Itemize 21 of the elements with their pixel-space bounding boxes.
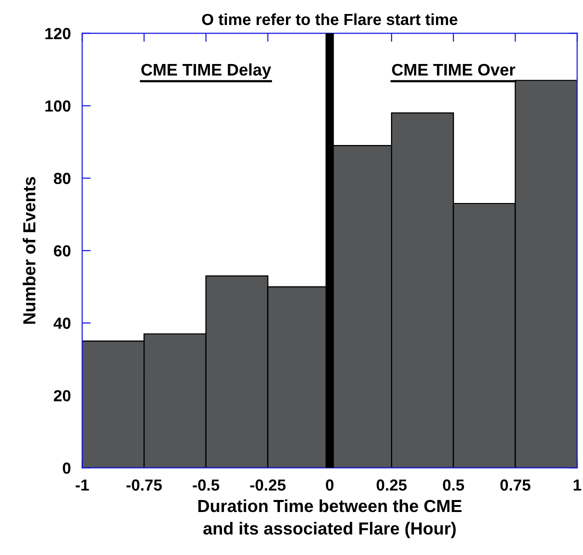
- y-tick-label: 120: [45, 28, 70, 40]
- y-tick-label: 20: [54, 390, 70, 402]
- y-tick-label: 40: [54, 318, 70, 329]
- x-tick-label: -0.25: [250, 479, 286, 491]
- x-tick-label: -0.75: [126, 479, 162, 491]
- annotation: CME TIME Over: [392, 64, 516, 76]
- x-axis-title: Duration Time between the CME and its associated Flare (Hour): [198, 499, 462, 538]
- x-tick-label: 0.25: [376, 479, 407, 491]
- y-tick-label: 100: [45, 100, 70, 112]
- y-tick-label: 80: [54, 172, 70, 184]
- x-tick-label: 0.75: [500, 479, 530, 491]
- chart-title: O time refer to the Flare start time: [202, 13, 458, 26]
- x-tick-label: 1: [574, 480, 582, 491]
- y-axis-title: Number of Events: [22, 177, 36, 324]
- x-tick-label: -0.5: [192, 479, 220, 491]
- x-tick-label: -1: [76, 480, 89, 491]
- x-tick-label: 0: [326, 479, 334, 491]
- x-tick-label: 0.5: [442, 479, 464, 491]
- y-tick-label: 0: [62, 462, 70, 474]
- annotation: CME TIME Delay: [141, 63, 272, 79]
- y-tick-label: 60: [54, 245, 70, 257]
